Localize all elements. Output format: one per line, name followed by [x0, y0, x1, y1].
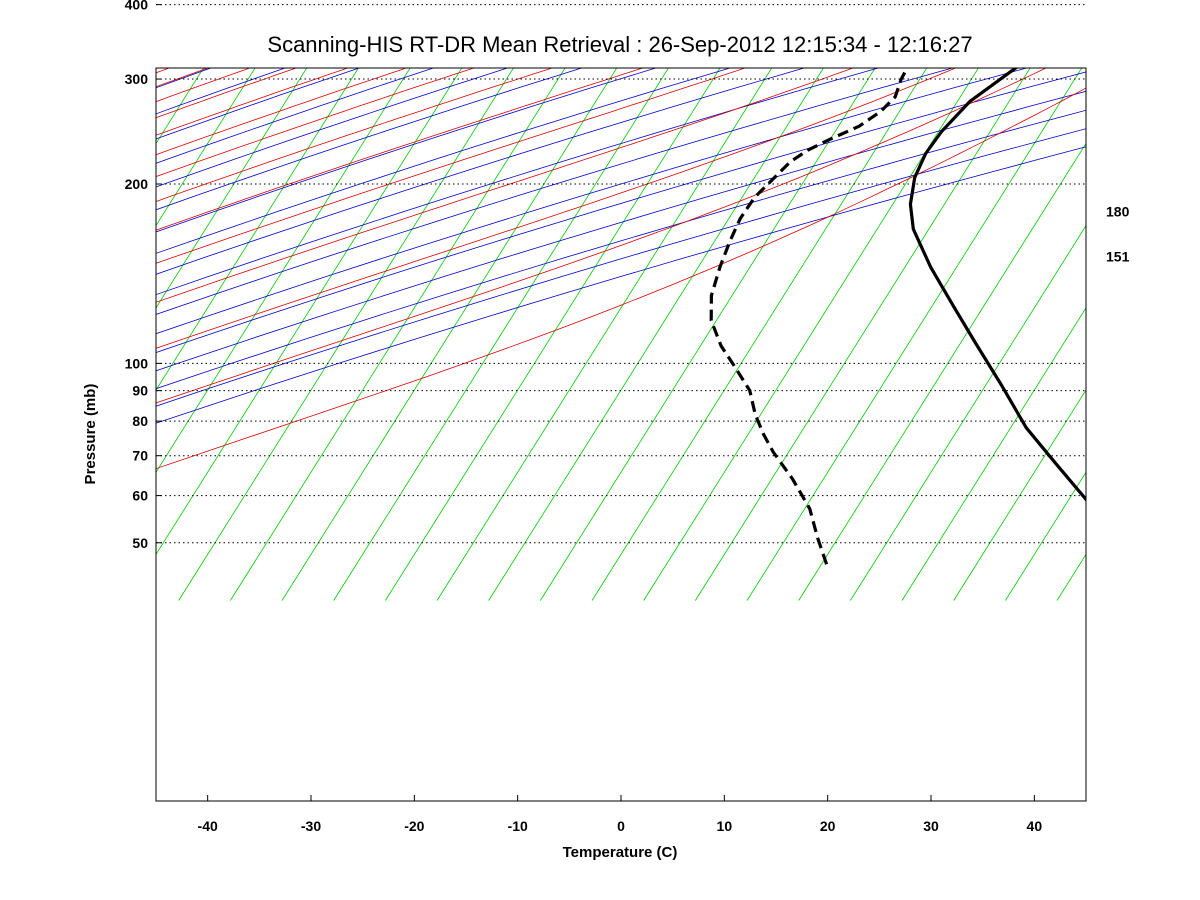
isotherm-line [540, 68, 876, 601]
moist-adiabat-line [156, 68, 408, 156]
right-pressure-labels: 151180639661683729752775800825852904958 [1106, 203, 1130, 265]
dry-adiabat-line [156, 146, 1086, 424]
isotherm-line [385, 68, 721, 601]
dry-adiabat-line [156, 68, 880, 296]
isotherm-line [643, 68, 979, 601]
y-tick-label: 100 [125, 355, 149, 371]
dry-adiabat-line [156, 109, 1086, 390]
x-tick-label: 10 [717, 818, 733, 834]
moist-adiabat-line [156, 68, 1047, 404]
temperature-line [908, 68, 1086, 502]
y-tick-label: 50 [132, 535, 148, 551]
isotherm-line [695, 68, 1031, 601]
dry-adiabat-line [156, 68, 732, 254]
background-lines [156, 68, 1086, 601]
isotherm-line [488, 68, 824, 601]
isotherm-line [901, 307, 1086, 601]
right-pressure-label: 151 [1106, 249, 1130, 265]
moist-adiabat-line [156, 68, 349, 136]
x-tick-label: -20 [404, 818, 424, 834]
sounding-series [709, 68, 1086, 565]
isotherm-line [850, 224, 1086, 601]
moist-adiabat-line [156, 68, 475, 178]
isotherm-line [953, 389, 1086, 601]
dry-adiabat-line [156, 68, 509, 188]
moist-adiabat-line [156, 68, 957, 349]
x-tick-label: -40 [198, 818, 218, 834]
moist-adiabat-line [156, 68, 747, 264]
x-axis-label: Temperature (C) [563, 844, 678, 861]
x-tick-label: 40 [1027, 818, 1043, 834]
x-axis-ticks: -40 -30 -20 -10 0 10 20 30 40 [198, 795, 1043, 834]
dry-adiabat-line [156, 68, 1029, 335]
moist-adiabat-line [156, 68, 554, 202]
x-tick-label: -10 [508, 818, 528, 834]
isotherm-line [436, 68, 773, 601]
dry-adiabat-line [156, 68, 954, 315]
y-tick-label: 400 [125, 0, 149, 13]
y-tick-label: 300 [125, 71, 149, 87]
chart-title: Scanning-HIS RT-DR Mean Retrieval : 26-S… [267, 32, 972, 57]
y-tick-label: 70 [132, 448, 148, 464]
isotherm-line [178, 68, 514, 601]
right-pressure-label: 180 [1106, 203, 1130, 219]
isotherm-line [230, 68, 566, 601]
x-tick-label: 0 [617, 818, 625, 834]
y-tick-label: 90 [132, 383, 148, 399]
isotherm-line [333, 68, 669, 601]
dewpoint-line [709, 68, 910, 565]
isotherm-line [798, 142, 1086, 601]
dry-adiabat-line [156, 71, 1086, 353]
isotherm-line [746, 68, 1083, 601]
dry-adiabat-line [156, 68, 583, 211]
x-tick-label: 20 [820, 818, 836, 834]
y-tick-label: 60 [132, 488, 148, 504]
y-axis-ticks: 5060708090100200300400500600700800900100… [125, 0, 162, 551]
isotherm-line [281, 68, 618, 601]
x-tick-label: -30 [301, 818, 321, 834]
y-tick-label: 200 [125, 176, 149, 192]
isotherm-line [156, 68, 411, 473]
dry-adiabat-line [156, 128, 1086, 407]
x-tick-label: 30 [923, 818, 939, 834]
dry-adiabat-line [156, 68, 658, 233]
dry-adiabat-line [156, 90, 1086, 372]
isotherm-line [156, 68, 359, 391]
moist-adiabat-line [156, 87, 1086, 470]
pressure-grid [156, 4, 1086, 544]
dry-adiabat-line [156, 68, 806, 275]
moist-adiabat-line [156, 68, 644, 231]
isotherm-line [156, 68, 256, 227]
moist-adiabat-line [156, 68, 854, 303]
y-axis-label: Pressure (mb) [82, 384, 99, 485]
y-tick-label: 80 [132, 413, 148, 429]
